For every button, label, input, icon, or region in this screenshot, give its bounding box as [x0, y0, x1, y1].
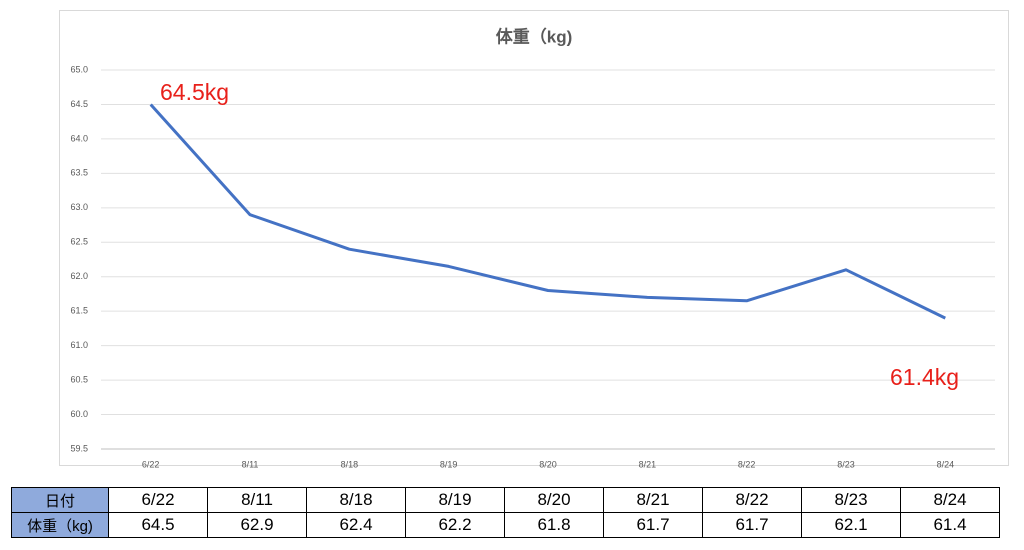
y-tick-label: 60.0	[70, 409, 88, 419]
data-table: 日付 6/22 8/11 8/18 8/19 8/20 8/21 8/22 8/23 8/24 体重…	[11, 487, 1000, 538]
table-cell: 8/22	[702, 487, 802, 513]
x-tick-label: 8/18	[341, 459, 359, 469]
table-cell: 8/23	[801, 487, 901, 513]
x-tick-label: 8/21	[639, 459, 657, 469]
table-cell: 62.9	[207, 512, 307, 538]
table-cell: 62.2	[405, 512, 505, 538]
y-tick-label: 60.5	[70, 374, 88, 384]
table-cell: 8/20	[504, 487, 604, 513]
table-cell: 8/19	[405, 487, 505, 513]
x-tick-label: 6/22	[142, 459, 160, 469]
y-tick-label: 62.5	[70, 237, 88, 247]
y-tick-label: 64.0	[70, 133, 88, 143]
y-tick-label: 64.5	[70, 99, 88, 109]
y-tick-label: 65.0	[70, 64, 88, 74]
data-line	[149, 103, 946, 320]
table-cell: 61.8	[504, 512, 604, 538]
table-cell: 62.1	[801, 512, 901, 538]
y-tick-label: 61.0	[70, 340, 88, 350]
table-row: 体重（kg) 64.5 62.9 62.4 62.2 61.8 61.7 61.7 62.1 61…	[11, 512, 1000, 538]
y-tick-label: 63.5	[70, 168, 88, 178]
row-header: 体重（kg)	[11, 512, 109, 538]
x-tick-label: 8/23	[837, 459, 855, 469]
table-cell: 61.7	[603, 512, 703, 538]
table-cell: 64.5	[108, 512, 208, 538]
x-tick-label: 8/20	[539, 459, 557, 469]
row-header: 日付	[11, 487, 109, 513]
y-tick-label: 62.0	[70, 271, 88, 281]
y-tick-label: 63.0	[70, 202, 88, 212]
table-cell: 62.4	[306, 512, 406, 538]
x-tick-label: 8/11	[242, 459, 259, 469]
y-tick-label: 59.5	[70, 443, 88, 453]
chart: 体重（kg) 59.5 60.0 60.5 61.0 61.5 62.0 62.5 63.0 6…	[59, 10, 1009, 469]
table-cell: 8/24	[900, 487, 1000, 513]
x-tick-label: 8/19	[440, 459, 458, 469]
x-tick-label: 8/24	[937, 459, 955, 469]
y-tick-label: 61.5	[70, 306, 88, 316]
annotation: 64.5kg	[160, 79, 229, 105]
table-cell: 8/21	[603, 487, 703, 513]
table-row: 日付 6/22 8/11 8/18 8/19 8/20 8/21 8/22 8/23 8/24	[11, 487, 1000, 513]
table-cell: 8/18	[306, 487, 406, 513]
table-cell: 6/22	[108, 487, 208, 513]
table-cell: 61.7	[702, 512, 802, 538]
chart-title: 体重（kg)	[496, 26, 573, 46]
chart-frame	[59, 10, 1009, 466]
table-cell: 8/11	[207, 487, 307, 513]
annotation: 61.4kg	[890, 364, 959, 390]
table-cell: 61.4	[900, 512, 1000, 538]
x-tick-label: 8/22	[738, 459, 756, 469]
